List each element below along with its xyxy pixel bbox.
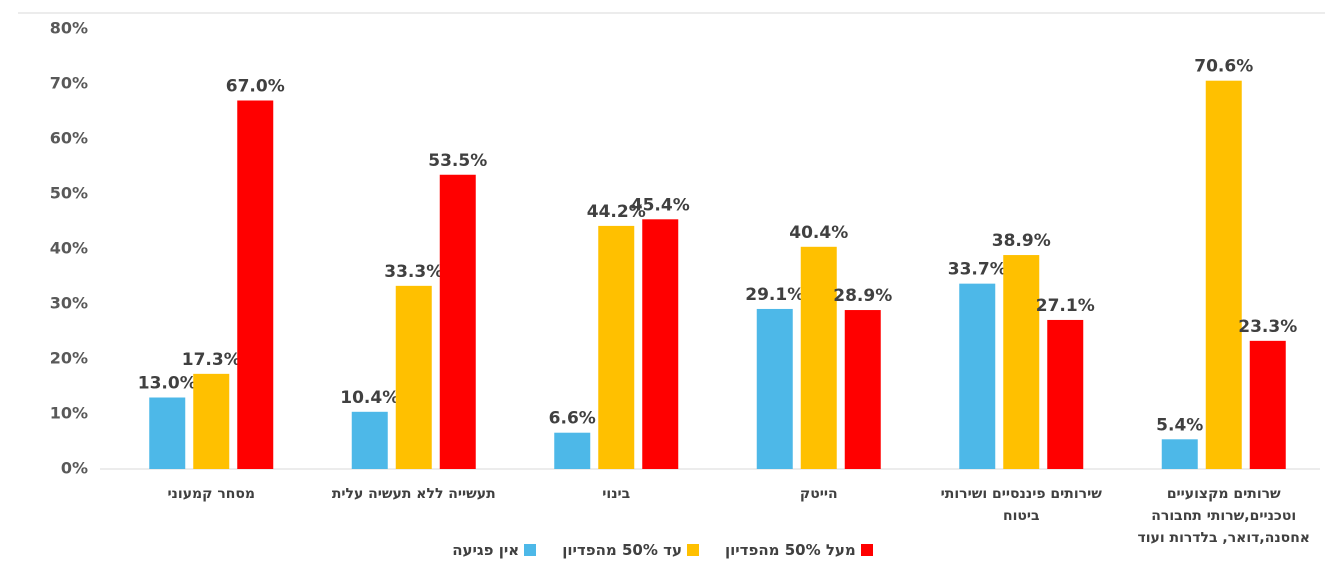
y-tick-label: 40% (50, 239, 88, 258)
bar (844, 310, 881, 469)
bar (149, 397, 186, 469)
x-tick-label: בינוי (602, 486, 631, 502)
legend-label: אין פגיעה (452, 541, 520, 559)
data-label: 29.1% (745, 285, 804, 305)
bar (959, 283, 996, 469)
bar (1047, 319, 1084, 469)
y-tick-label: 60% (50, 129, 88, 148)
legend-item: אין פגיעה (452, 541, 537, 559)
legend: אין פגיעה עד 50% מהפדיון מעל 50% מהפדיון (0, 541, 1325, 559)
bar (1249, 340, 1286, 469)
legend-item: מעל 50% מהפדיון (725, 541, 873, 559)
data-label: 17.3% (182, 350, 241, 370)
x-tick-label: מסחר קמעוני (167, 486, 256, 502)
y-tick-label: 20% (50, 349, 88, 368)
bar (439, 174, 476, 469)
data-label: 45.4% (631, 195, 690, 215)
y-tick-label: 30% (50, 294, 88, 313)
data-label: 38.9% (992, 231, 1051, 251)
bar (598, 225, 635, 469)
data-label: 67.0% (226, 77, 285, 97)
bar (237, 100, 274, 469)
data-label: 33.3% (384, 262, 443, 282)
data-label: 44.2% (587, 202, 646, 222)
data-label: 10.4% (340, 388, 399, 408)
bar (193, 373, 230, 469)
bar (756, 308, 793, 469)
y-tick-label: 0% (61, 459, 88, 478)
x-tick-label: הייטק (799, 486, 838, 502)
bar (395, 285, 432, 469)
data-label: 70.6% (1194, 57, 1253, 77)
bar (351, 411, 388, 469)
y-tick-label: 10% (50, 404, 88, 423)
bar (800, 246, 837, 469)
y-tick-label: 70% (50, 74, 88, 93)
data-label: 28.9% (833, 286, 892, 306)
legend-label: מעל 50% מהפדיון (724, 541, 856, 559)
legend-swatch (686, 544, 699, 556)
data-label: 40.4% (789, 223, 848, 243)
data-label: 53.5% (428, 151, 487, 171)
data-label: 13.0% (138, 374, 197, 394)
bar (642, 219, 679, 469)
bar (554, 432, 591, 469)
legend-item: עד 50% מהפדיון (562, 541, 699, 559)
data-label: 23.3% (1238, 317, 1297, 337)
bar (1003, 255, 1040, 469)
legend-swatch (860, 544, 873, 556)
x-tick-label: שרותים מקצועיים וטכניים,שרותי תחבורה אחס… (1137, 486, 1311, 546)
data-label: 5.4% (1156, 415, 1203, 435)
data-label: 33.7% (948, 260, 1007, 280)
bar (1205, 80, 1242, 469)
legend-label: עד 50% מהפדיון (562, 541, 682, 559)
data-label: 6.6% (549, 409, 596, 429)
data-label: 27.1% (1036, 296, 1095, 316)
x-tick-label: תעשייה ללא תעשיה עלית (331, 486, 496, 502)
y-tick-label: 80% (50, 19, 88, 38)
x-tick-label: שירותים פיננסיים ושירותי ביטוח (940, 486, 1102, 524)
legend-swatch (524, 544, 537, 556)
y-tick-label: 50% (50, 184, 88, 203)
bar (1161, 439, 1198, 469)
